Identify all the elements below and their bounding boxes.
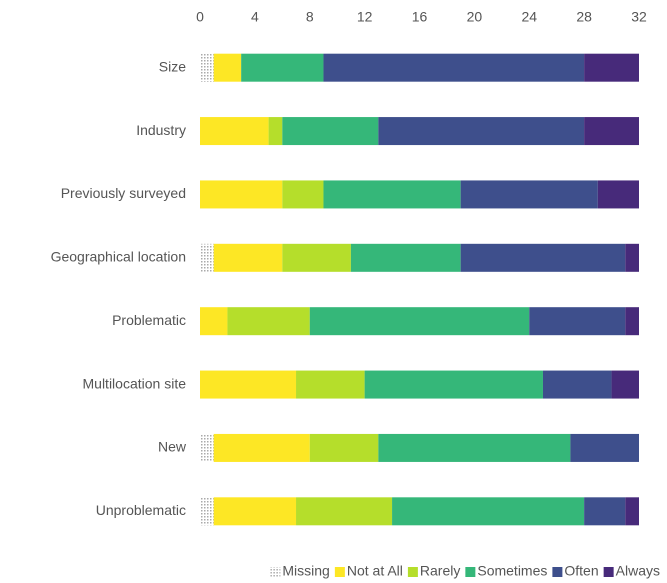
legend-label: Sometimes — [477, 563, 547, 579]
x-tick-label: 20 — [467, 9, 483, 25]
bar-segment — [282, 180, 324, 209]
bar-segment — [392, 497, 585, 526]
bar-segment — [364, 370, 543, 399]
bar-segment — [597, 180, 639, 209]
bar-segment — [213, 243, 283, 272]
legend-label: Always — [616, 563, 660, 579]
bar-segment — [570, 433, 639, 462]
bar-segment — [200, 370, 297, 399]
x-tick-label: 24 — [521, 9, 537, 25]
legend-label: Often — [564, 563, 598, 579]
bar-segment — [542, 370, 612, 399]
bar-segment — [296, 370, 365, 399]
bar-segment — [584, 53, 639, 82]
bar-segment — [200, 53, 214, 82]
legend-swatch — [552, 567, 563, 577]
y-tick-label: Size — [159, 58, 186, 74]
y-tick-label: Previously surveyed — [61, 185, 186, 201]
bar-segment — [296, 497, 393, 526]
bar-segment — [227, 307, 310, 336]
y-tick-label: Geographical location — [51, 249, 186, 265]
x-tick-label: 12 — [357, 9, 373, 25]
bar-segment — [282, 117, 379, 146]
bar-segment — [625, 307, 639, 336]
bar-segment — [309, 307, 530, 336]
legend-label: Not at All — [347, 563, 403, 579]
bar-segment — [200, 180, 283, 209]
bar-segment — [529, 307, 626, 336]
x-tick-label: 0 — [196, 9, 204, 25]
bar-segment — [625, 243, 639, 272]
x-tick-label: 32 — [631, 9, 647, 25]
bar-segment — [213, 53, 242, 82]
bar-segment — [584, 497, 626, 526]
legend-swatch — [407, 567, 418, 577]
bar-segment — [378, 433, 571, 462]
bar-segment — [213, 497, 297, 526]
bar-segment — [200, 117, 269, 146]
bar-segment — [584, 117, 639, 146]
bar-segment — [350, 243, 461, 272]
bar-segment — [460, 180, 598, 209]
x-tick-label: 8 — [306, 9, 314, 25]
bar-segment — [378, 117, 585, 146]
x-tick-label: 4 — [251, 9, 259, 25]
y-tick-label: Industry — [136, 122, 186, 138]
y-tick-label: Unproblematic — [96, 502, 186, 518]
bar-segment — [309, 433, 379, 462]
legend-swatch — [334, 567, 345, 577]
bar-segment — [323, 53, 585, 82]
y-tick-label: New — [158, 439, 187, 455]
legend: Missing Not at All Rarely Sometimes Often Alw… — [270, 563, 660, 579]
bar-segment — [282, 243, 351, 272]
bar-segment — [200, 243, 214, 272]
bar-segment — [268, 117, 283, 146]
bar-segment — [200, 307, 228, 336]
y-tick-label: Multilocation site — [83, 375, 187, 391]
bar-segment — [213, 433, 310, 462]
bar-segment — [460, 243, 626, 272]
y-tick-label: Problematic — [112, 312, 186, 328]
legend-label: Missing — [282, 563, 329, 579]
bar-segment — [200, 497, 214, 526]
x-tick-label: 28 — [576, 9, 592, 25]
legend-label: Rarely — [420, 563, 460, 579]
bar-segment — [611, 370, 639, 399]
legend-swatch — [270, 567, 281, 577]
bar-segment — [625, 497, 639, 526]
bar-segment — [200, 433, 214, 462]
legend-swatch — [603, 567, 614, 577]
legend-swatch — [465, 567, 476, 577]
x-tick-label: 16 — [412, 9, 428, 25]
bar-segment — [241, 53, 324, 82]
bar-segment — [323, 180, 461, 209]
